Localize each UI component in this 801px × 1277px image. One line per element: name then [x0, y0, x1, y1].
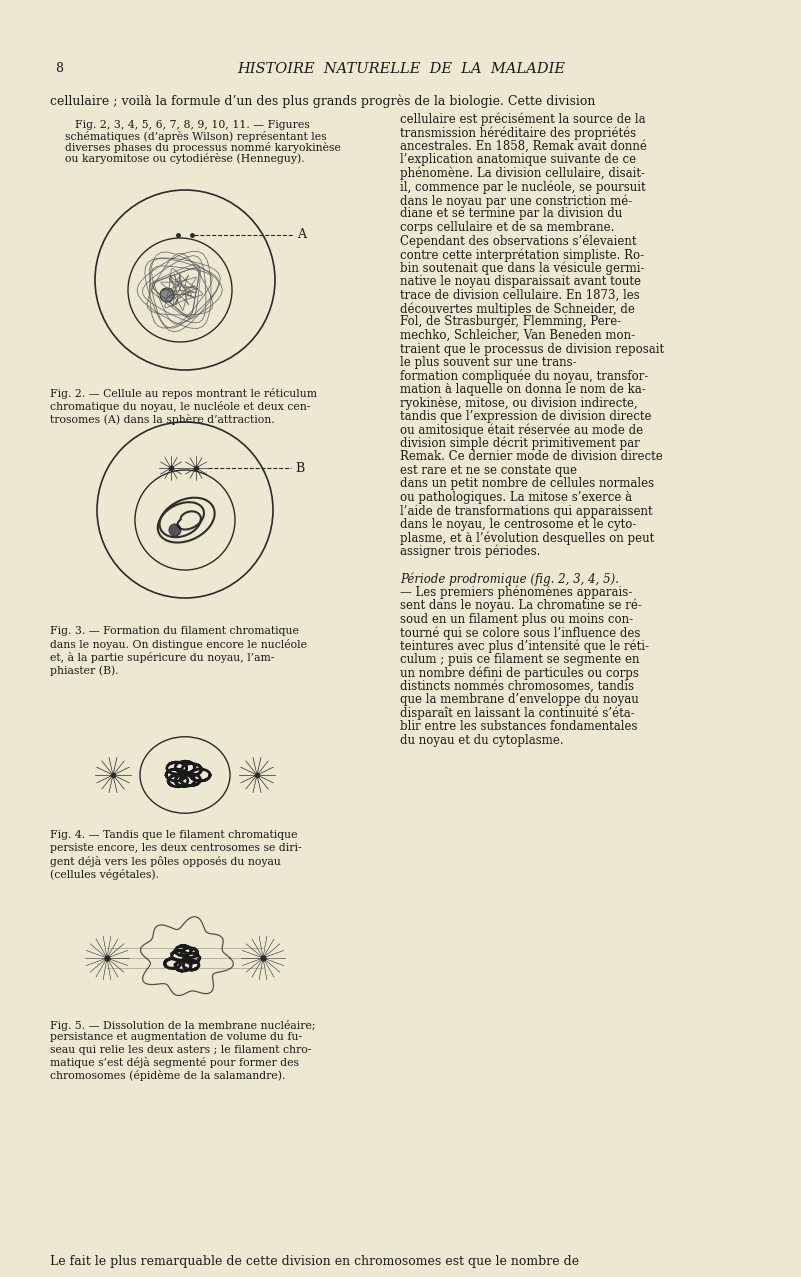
Text: que la membrane d’enveloppe du noyau: que la membrane d’enveloppe du noyau [400, 693, 638, 706]
Text: Fig. 4. — Tandis que le filament chromatique: Fig. 4. — Tandis que le filament chromat… [50, 830, 297, 840]
Text: Le fait le plus remarquable de cette division en chromosomes est que le nombre d: Le fait le plus remarquable de cette div… [50, 1255, 579, 1268]
Text: plasme, et à l’évolution desquelles on peut: plasme, et à l’évolution desquelles on p… [400, 531, 654, 545]
Text: B: B [295, 461, 304, 475]
Text: est rare et ne se constate que: est rare et ne se constate que [400, 464, 577, 478]
Text: l’aide de transformations qui apparaissent: l’aide de transformations qui apparaisse… [400, 504, 653, 517]
Text: ou amitosique était réservée au mode de: ou amitosique était réservée au mode de [400, 424, 643, 437]
Text: Fig. 2, 3, 4, 5, 6, 7, 8, 9, 10, 11. — Figures: Fig. 2, 3, 4, 5, 6, 7, 8, 9, 10, 11. — F… [75, 120, 310, 130]
Text: mation à laquelle on donna le nom de ka-: mation à laquelle on donna le nom de ka- [400, 383, 646, 396]
Text: (cellules végétales).: (cellules végétales). [50, 870, 159, 880]
Text: tourné qui se colore sous l’influence des: tourné qui se colore sous l’influence de… [400, 626, 640, 640]
Text: Fol, de Strasburger, Flemming, Pere-: Fol, de Strasburger, Flemming, Pere- [400, 315, 622, 328]
Text: culum ; puis ce filament se segmente en: culum ; puis ce filament se segmente en [400, 653, 639, 667]
Text: découvertes multiples de Schneider, de: découvertes multiples de Schneider, de [400, 301, 635, 315]
Circle shape [169, 524, 181, 536]
Text: contre cette interprétation simpliste. Ro-: contre cette interprétation simpliste. R… [400, 248, 644, 262]
Text: trace de division cellulaire. En 1873, les: trace de division cellulaire. En 1873, l… [400, 289, 640, 301]
Text: dans un petit nombre de cellules normales: dans un petit nombre de cellules normale… [400, 478, 654, 490]
Text: 8: 8 [55, 63, 63, 75]
Text: trosomes (A) dans la sphère d’attraction.: trosomes (A) dans la sphère d’attraction… [50, 414, 275, 425]
Circle shape [160, 289, 174, 301]
Text: seau qui relie les deux asters ; le filament chro-: seau qui relie les deux asters ; le fila… [50, 1045, 312, 1055]
Text: ancestrales. En 1858, Remak avait donné: ancestrales. En 1858, Remak avait donné [400, 140, 647, 153]
Text: soud en un filament plus ou moins con-: soud en un filament plus ou moins con- [400, 613, 633, 626]
Text: native le noyau disparaissait avant toute: native le noyau disparaissait avant tout… [400, 275, 641, 289]
Text: assigner trois périodes.: assigner trois périodes. [400, 545, 541, 558]
Text: phénomène. La division cellulaire, disait-: phénomène. La division cellulaire, disai… [400, 167, 645, 180]
Text: matique s’est déjà segmenté pour former des: matique s’est déjà segmenté pour former … [50, 1057, 299, 1069]
Text: A: A [297, 229, 306, 241]
Text: phiaster (B).: phiaster (B). [50, 665, 119, 676]
Text: dans le noyau. On distingue encore le nucléole: dans le noyau. On distingue encore le nu… [50, 638, 307, 650]
Text: cellulaire ; voilà la formule d’un des plus grands progrès de la biologie. Cette: cellulaire ; voilà la formule d’un des p… [50, 94, 595, 109]
Text: Fig. 5. — Dissolution de la membrane nucléaire;: Fig. 5. — Dissolution de la membrane nuc… [50, 1020, 316, 1031]
Text: ryokinèse, mitose, ou division indirecte,: ryokinèse, mitose, ou division indirecte… [400, 396, 638, 410]
Text: dans le noyau par une constriction mé-: dans le noyau par une constriction mé- [400, 194, 632, 207]
Text: schématiques (d’après Wilson) représentant les: schématiques (d’après Wilson) représenta… [65, 132, 327, 142]
Text: division simple décrit primitivement par: division simple décrit primitivement par [400, 437, 640, 451]
Text: distincts nommés chromosomes, tandis: distincts nommés chromosomes, tandis [400, 679, 634, 693]
Text: diane et se termine par la division du: diane et se termine par la division du [400, 207, 622, 221]
Text: corps cellulaire et de sa membrane.: corps cellulaire et de sa membrane. [400, 221, 614, 234]
Text: chromatique du noyau, le nucléole et deux cen-: chromatique du noyau, le nucléole et deu… [50, 401, 310, 412]
Text: blir entre les substances fondamentales: blir entre les substances fondamentales [400, 720, 638, 733]
Text: il, commence par le nucléole, se poursuit: il, commence par le nucléole, se poursui… [400, 180, 646, 194]
Text: cellulaire est précisément la source de la: cellulaire est précisément la source de … [400, 112, 646, 126]
Text: traient que le processus de division reposait: traient que le processus de division rep… [400, 342, 664, 355]
Text: diverses phases du processus nommé karyokinèse: diverses phases du processus nommé karyo… [65, 142, 341, 153]
Text: l’explication anatomique suivante de ce: l’explication anatomique suivante de ce [400, 153, 636, 166]
Text: sent dans le noyau. La chromatine se ré-: sent dans le noyau. La chromatine se ré- [400, 599, 642, 613]
Text: mechko, Schleicher, Van Beneden mon-: mechko, Schleicher, Van Beneden mon- [400, 329, 635, 342]
Text: disparaît en laissant la continuité s’éta-: disparaît en laissant la continuité s’ét… [400, 707, 634, 720]
Text: Période prodromique (fig. 2, 3, 4, 5).: Période prodromique (fig. 2, 3, 4, 5). [400, 572, 619, 585]
Text: Remak. Ce dernier mode de division directe: Remak. Ce dernier mode de division direc… [400, 451, 662, 464]
Text: ou pathologiques. La mitose s’exerce à: ou pathologiques. La mitose s’exerce à [400, 490, 632, 504]
Text: Fig. 3. — Formation du filament chromatique: Fig. 3. — Formation du filament chromati… [50, 626, 299, 636]
Text: transmission héréditaire des propriétés: transmission héréditaire des propriétés [400, 126, 636, 140]
Text: bin soutenait que dans la vésicule germi-: bin soutenait que dans la vésicule germi… [400, 262, 645, 275]
Text: ou karyomitose ou cytodiérèse (Henneguy).: ou karyomitose ou cytodiérèse (Henneguy)… [65, 153, 304, 163]
Text: Cependant des observations s’élevaient: Cependant des observations s’élevaient [400, 235, 637, 248]
Text: persistance et augmentation de volume du fu-: persistance et augmentation de volume du… [50, 1033, 302, 1042]
Text: et, à la partie supéricure du noyau, l’am-: et, à la partie supéricure du noyau, l’a… [50, 653, 275, 663]
Text: Fig. 2. — Cellule au repos montrant le réticulum: Fig. 2. — Cellule au repos montrant le r… [50, 388, 317, 398]
Text: persiste encore, les deux centrosomes se diri-: persiste encore, les deux centrosomes se… [50, 843, 302, 853]
Text: gent déjà vers les pôles opposés du noyau: gent déjà vers les pôles opposés du noya… [50, 856, 281, 867]
Text: le plus souvent sur une trans-: le plus souvent sur une trans- [400, 356, 577, 369]
Text: HISTOIRE  NATURELLE  DE  LA  MALADIE: HISTOIRE NATURELLE DE LA MALADIE [237, 63, 565, 77]
Text: du noyau et du cytoplasme.: du noyau et du cytoplasme. [400, 734, 564, 747]
Text: formation compliquée du noyau, transfor-: formation compliquée du noyau, transfor- [400, 369, 648, 383]
Text: un nombre défini de particules ou corps: un nombre défini de particules ou corps [400, 667, 639, 679]
Text: tandis que l’expression de division directe: tandis que l’expression de division dire… [400, 410, 651, 423]
Text: dans le noyau, le centrosome et le cyto-: dans le noyau, le centrosome et le cyto- [400, 518, 636, 531]
Text: teintures avec plus d’intensité que le réti-: teintures avec plus d’intensité que le r… [400, 640, 649, 653]
Text: chromosomes (épidème de la salamandre).: chromosomes (épidème de la salamandre). [50, 1070, 285, 1082]
Text: — Les premiers phénomènes apparais-: — Les premiers phénomènes apparais- [400, 585, 632, 599]
